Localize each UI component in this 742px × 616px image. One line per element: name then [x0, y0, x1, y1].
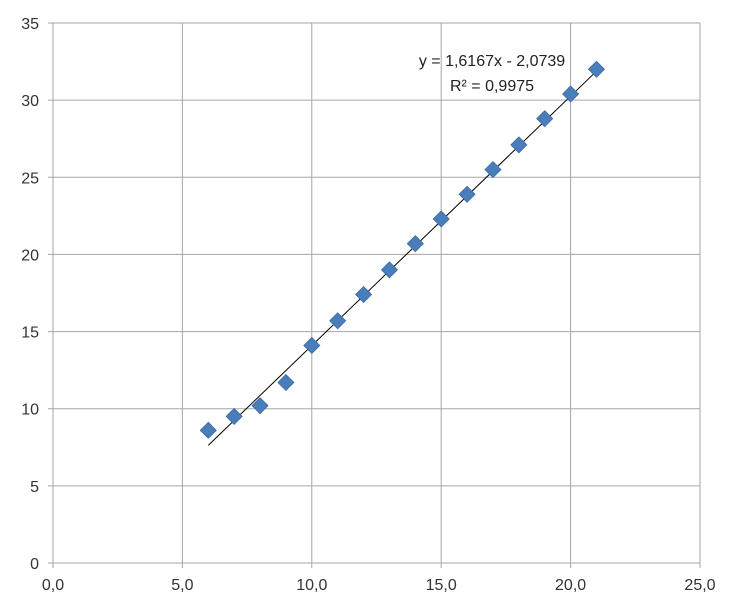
data-point	[277, 373, 295, 392]
x-tick-label: 0,0	[42, 577, 64, 594]
trendline-r-squared: R² = 0,9975	[450, 78, 534, 95]
gridlines	[53, 22, 701, 563]
y-tick-label: 25	[21, 170, 39, 187]
data-point	[251, 397, 269, 415]
data-point	[562, 85, 580, 103]
x-tick-label: 5,0	[171, 577, 193, 594]
trendline-equation: y = 1,6167x - 2,0739	[419, 53, 565, 70]
data-point	[458, 185, 476, 203]
x-tick-label: 15,0	[426, 577, 457, 594]
data-point	[510, 136, 528, 154]
x-tick-label: 10,0	[296, 577, 327, 594]
y-tick-label: 15	[21, 325, 39, 342]
y-tick-label: 20	[21, 247, 39, 264]
trendline-group	[207, 70, 597, 446]
x-tick-label: 25,0	[684, 577, 715, 594]
y-tick-label: 35	[21, 16, 39, 33]
y-tick-label: 0	[30, 556, 39, 573]
data-point	[329, 312, 347, 330]
data-point	[484, 161, 502, 179]
data-point	[225, 407, 243, 425]
data-point	[303, 336, 321, 355]
trendline	[207, 70, 597, 446]
data-point	[406, 235, 424, 253]
x-axis-ticks: 0,0 5,0 10,0 15,0 20,0 25,0	[42, 563, 716, 594]
data-point	[587, 60, 606, 78]
axes	[52, 23, 700, 564]
data-point	[432, 210, 450, 228]
y-tick-label: 5	[30, 479, 39, 496]
data-point	[380, 261, 399, 279]
x-tick-label: 20,0	[555, 577, 586, 594]
data-points	[199, 60, 606, 439]
data-point	[536, 110, 554, 128]
data-point	[199, 421, 217, 439]
y-tick-label: 30	[21, 93, 39, 110]
y-tick-label: 10	[21, 402, 39, 419]
y-axis-ticks: 0 5 10 15 20 25 30 35	[21, 16, 53, 573]
data-point	[354, 285, 373, 304]
